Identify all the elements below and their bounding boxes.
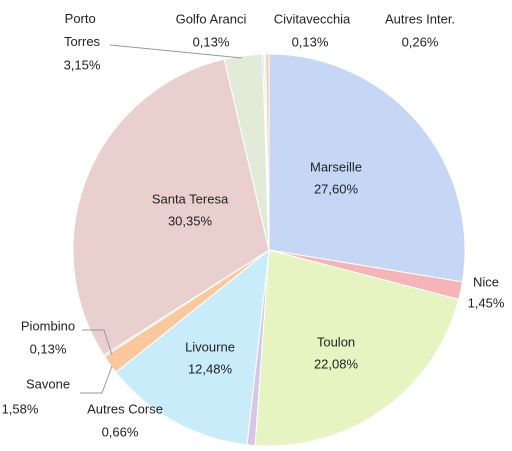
leader-line (82, 329, 113, 356)
value-label: 1,45% (468, 295, 505, 310)
value-label: 12,48% (188, 361, 233, 376)
pie-slice (265, 53, 270, 251)
leader-line (109, 44, 243, 59)
category-label: Nice (473, 274, 499, 289)
value-label: 0,13% (30, 341, 67, 356)
value-label: 22,08% (314, 356, 359, 371)
value-label: 0,13% (292, 34, 329, 49)
category-label: Autres Corse (87, 401, 163, 416)
category-label: Autres Inter. (385, 11, 455, 26)
category-label: Santa Teresa (152, 191, 229, 206)
category-label: Civitavecchia (274, 11, 351, 26)
category-label: Golfo Aranci (176, 11, 247, 26)
pie-slice (115, 248, 270, 446)
category-label: Toulon (317, 334, 355, 349)
category-label: Savone (26, 376, 70, 391)
leader-line (80, 365, 113, 394)
pie-slice (268, 53, 466, 283)
value-label: 3,15% (64, 57, 101, 72)
category-label: Porto Torres (64, 11, 101, 49)
category-label: Piombino (21, 318, 75, 333)
value-label: 1,58% (2, 401, 39, 416)
pie-slice (254, 249, 460, 447)
value-label: 0,66% (102, 424, 139, 439)
value-label: 0,26% (402, 34, 439, 49)
value-label: 30,35% (168, 213, 213, 228)
pie-slice (72, 58, 270, 356)
value-label: 27,60% (314, 181, 359, 196)
value-label: 0,13% (193, 34, 230, 49)
category-label: Marseille (310, 159, 362, 174)
category-label: Livourne (185, 339, 235, 354)
